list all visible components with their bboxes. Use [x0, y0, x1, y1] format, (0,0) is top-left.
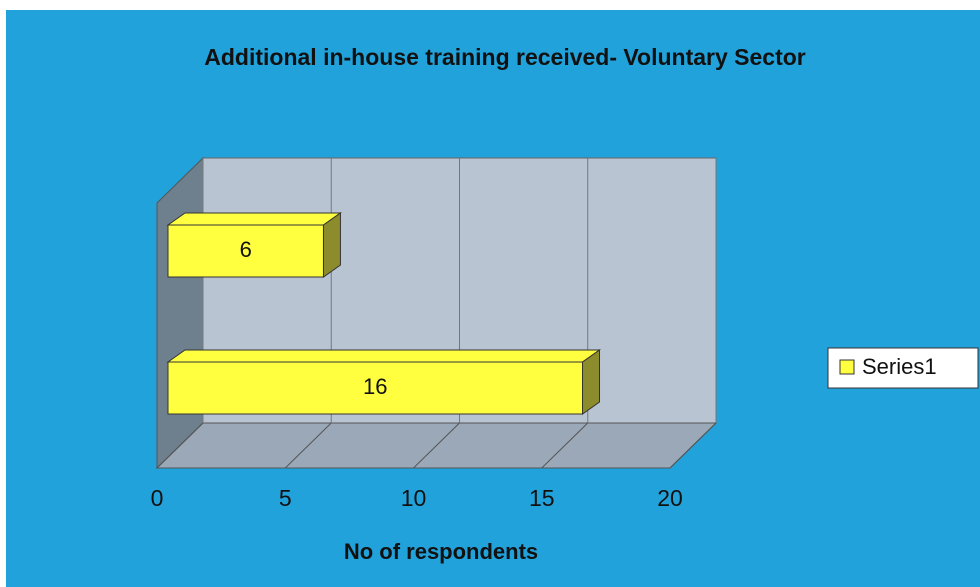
legend-label: Series1: [862, 354, 937, 379]
legend-swatch: [839, 359, 855, 375]
data-label: 6: [240, 237, 252, 262]
x-tick-label: 20: [657, 485, 683, 511]
floor-grid-line: [413, 422, 460, 469]
legend-items: Series1: [839, 354, 937, 379]
x-tick-label: 0: [151, 485, 164, 511]
x-axis-label: No of respondents: [344, 539, 538, 564]
bar: [167, 224, 324, 278]
floor-grid-line: [284, 422, 332, 469]
x-tick-label: 15: [529, 485, 555, 511]
floor-grid-line: [156, 422, 204, 469]
x-tick-label: 5: [279, 485, 292, 511]
bar-side: [322, 212, 341, 278]
data-label: 16: [363, 374, 387, 399]
grid: 0 5 10 15 20: [151, 158, 717, 511]
bars: 6 16: [166, 212, 602, 415]
side-wall: [156, 156, 204, 470]
floor-grid-line: [541, 422, 589, 469]
chart-title: Additional in-house training received- V…: [204, 44, 806, 70]
bar: [167, 361, 584, 415]
x-tick-label: 10: [401, 485, 427, 511]
bar-side: [582, 349, 601, 415]
floor-grid-line: [669, 422, 717, 469]
bar-top: [166, 349, 602, 363]
bar-top: [166, 212, 343, 226]
